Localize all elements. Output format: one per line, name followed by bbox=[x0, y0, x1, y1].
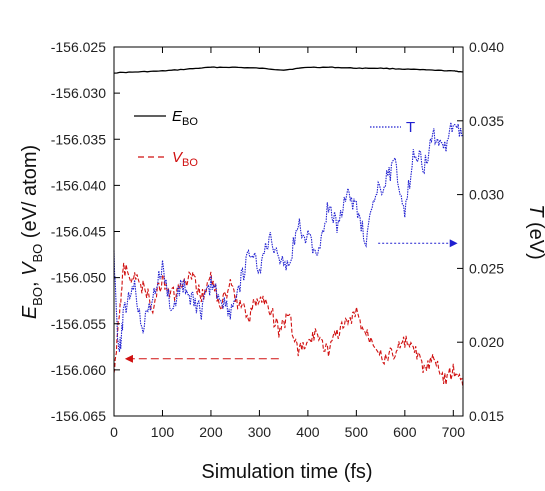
left-y-tick-label: -156.045 bbox=[51, 224, 106, 240]
series-layer bbox=[113, 66, 464, 389]
left-y-tick-label: -156.040 bbox=[51, 177, 106, 193]
x-tick-label: 700 bbox=[442, 424, 466, 440]
left-y-axis-label: EBO, VBO (eV/ atom) bbox=[19, 145, 45, 319]
left-ylabel-sep: , bbox=[19, 276, 41, 287]
left-ylabel-v-sub: BO bbox=[30, 244, 45, 263]
legend-vbo-label: VBO bbox=[172, 149, 198, 169]
x-tick-label: 500 bbox=[345, 424, 369, 440]
x-tick-label: 300 bbox=[248, 424, 272, 440]
right-y-tick-label: 0.040 bbox=[469, 39, 504, 55]
right-y-tick-label: 0.025 bbox=[469, 260, 504, 276]
x-tick-label: 400 bbox=[296, 424, 320, 440]
series-line-vbo bbox=[113, 262, 464, 389]
legend-vbo-name: V bbox=[172, 149, 184, 166]
legend-t-label: T bbox=[406, 119, 415, 136]
right-y-tick-label: 0.020 bbox=[469, 334, 504, 350]
series-line-t bbox=[113, 122, 464, 352]
tick-layer: 0 100 200 300 400 500 600 700 -156.025 -156.030 -1… bbox=[51, 39, 505, 440]
right-y-tick-label: 0.015 bbox=[469, 408, 504, 424]
legend-ebo-sub: BO bbox=[182, 116, 198, 128]
left-y-tick-label: -156.050 bbox=[51, 270, 106, 286]
x-tick-label: 100 bbox=[151, 424, 175, 440]
left-y-tick-label: -156.060 bbox=[51, 362, 106, 378]
right-y-axis-label: T (eV) bbox=[525, 204, 545, 260]
left-y-tick-label: -156.025 bbox=[51, 39, 106, 55]
legend-ebo-label: EBO bbox=[172, 108, 198, 128]
x-tick-label: 200 bbox=[199, 424, 223, 440]
left-ylabel-e-sub: BO bbox=[30, 287, 45, 306]
left-y-tick-label: -156.065 bbox=[51, 408, 106, 424]
x-tick-label: 600 bbox=[393, 424, 417, 440]
legend-vbo-sub: BO bbox=[182, 157, 198, 169]
left-y-tick-label: -156.030 bbox=[51, 85, 106, 101]
x-tick-label: 0 bbox=[110, 424, 118, 440]
plot-frame bbox=[113, 46, 464, 417]
legend-t-name: T bbox=[406, 119, 415, 136]
left-ylabel-unit: (eV/ atom) bbox=[19, 145, 41, 244]
legend: EBO VBO T bbox=[134, 108, 415, 169]
right-y-tick-label: 0.035 bbox=[469, 113, 504, 129]
left-ylabel-v: V bbox=[19, 261, 41, 276]
left-y-tick-label: -156.055 bbox=[51, 316, 106, 332]
annotation-layer bbox=[124, 239, 458, 363]
right-y-tick-label: 0.030 bbox=[469, 187, 504, 203]
right-ylabel-unit: (eV) bbox=[525, 216, 545, 259]
left-ylabel-e: E bbox=[19, 305, 41, 319]
x-axis-label: Simulation time (fs) bbox=[201, 461, 372, 483]
left-y-tick-label: -156.035 bbox=[51, 131, 106, 147]
right-ylabel-t: T bbox=[525, 204, 545, 218]
legend-ebo-name: E bbox=[172, 108, 183, 125]
series-line-ebo bbox=[113, 66, 463, 74]
